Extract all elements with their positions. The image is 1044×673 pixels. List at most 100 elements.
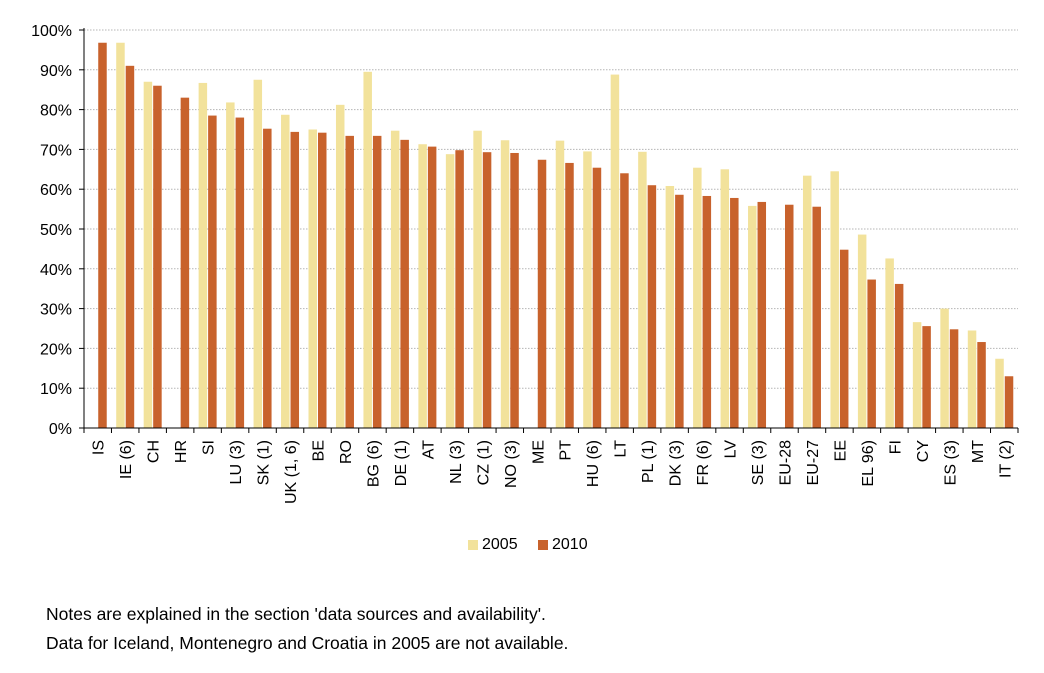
x-tick-label: RO <box>338 440 355 464</box>
bar-2005 <box>363 71 372 428</box>
legend-item-2005: 2005 <box>468 536 518 554</box>
legend-item-2010: 2010 <box>538 536 588 554</box>
bar-2010 <box>922 326 931 428</box>
bar-2005 <box>857 234 867 428</box>
bar-2010 <box>290 131 300 428</box>
bar-2005 <box>473 130 482 428</box>
bar-2005 <box>198 82 208 429</box>
bar-2010 <box>785 204 794 428</box>
y-tick-label: 80% <box>40 103 72 120</box>
bar-2010 <box>702 195 712 428</box>
x-tick-label: PL (1) <box>640 440 657 483</box>
y-tick-label: 30% <box>40 302 72 319</box>
y-tick-label: 10% <box>40 381 72 398</box>
bar-2005 <box>610 74 620 429</box>
bar-2010 <box>620 173 629 428</box>
bar-2010 <box>180 97 190 428</box>
bar-2005 <box>912 322 922 428</box>
bar-2005 <box>281 114 290 429</box>
bar-2010 <box>839 249 849 428</box>
bar-2005 <box>335 104 345 428</box>
bar-2010 <box>345 135 354 429</box>
bar-2010 <box>675 194 684 428</box>
bar-2010 <box>153 85 162 428</box>
x-tick-label: FR (6) <box>695 440 712 485</box>
bar-2005 <box>748 205 757 428</box>
bar-2010 <box>482 152 492 428</box>
bar-2010 <box>730 197 739 428</box>
x-tick-label: DE (1) <box>393 440 410 486</box>
bar-2010 <box>812 206 821 428</box>
bar-2010 <box>98 42 107 429</box>
bar-2005 <box>418 144 427 428</box>
bar-2010 <box>1004 376 1014 428</box>
x-axis-ticks: IS IE (6) CH HR SI LU (3) SK (1) UK (1, 6) BE RO B… <box>83 428 1019 504</box>
bar-2005 <box>445 154 455 428</box>
x-tick-label: LT <box>613 440 630 458</box>
bar-2005 <box>638 151 647 428</box>
x-tick-label: IE (6) <box>118 440 135 479</box>
y-tick-label: 60% <box>40 182 72 199</box>
bar-2010 <box>757 201 767 428</box>
x-tick-label: CY <box>915 440 932 463</box>
bar-2010 <box>592 167 602 428</box>
bar-2010 <box>510 152 519 428</box>
bar-2005 <box>583 151 592 428</box>
x-tick-label: SK (1) <box>256 440 273 485</box>
y-tick-label: 70% <box>40 142 72 159</box>
notes: Notes are explained in the section 'data… <box>46 600 568 658</box>
bar-2005 <box>665 186 675 428</box>
bar-2010 <box>235 117 245 428</box>
bar-2005 <box>940 308 949 428</box>
bar-2010 <box>867 279 876 428</box>
bar-2010 <box>455 150 464 429</box>
x-tick-label: EU-27 <box>805 440 822 485</box>
x-tick-label: HU (6) <box>585 440 602 487</box>
y-tick-label: 40% <box>40 262 72 279</box>
bar-2005 <box>226 102 235 428</box>
x-tick-label: DK (3) <box>668 440 685 486</box>
bar-2005 <box>390 130 400 428</box>
x-tick-label: EL 96) <box>860 440 877 487</box>
y-axis-ticks: 0% 10% 20% 30% 40% 50% 60% 70% 80% 90% 100% <box>31 23 84 438</box>
x-tick-label: UK (1, 6) <box>283 440 300 504</box>
bar-2010 <box>318 132 327 428</box>
bar-2005 <box>308 129 317 428</box>
note-line-1: Notes are explained in the section 'data… <box>46 604 546 624</box>
bar-2005 <box>253 79 263 428</box>
x-tick-label: LV <box>723 440 740 459</box>
bar-2010 <box>537 159 547 429</box>
bar-2005 <box>555 140 565 429</box>
x-tick-label: NO (3) <box>503 440 520 488</box>
y-tick-label: 50% <box>40 222 72 239</box>
x-tick-label: CZ (1) <box>475 440 492 485</box>
x-tick-label: ES (3) <box>942 440 959 485</box>
bar-2005 <box>967 330 977 428</box>
gridlines <box>84 29 1018 389</box>
x-tick-label: EE <box>832 440 849 461</box>
x-tick-label: MT <box>970 440 987 463</box>
x-tick-label: BG (6) <box>365 440 382 487</box>
bar-2010 <box>565 162 574 428</box>
y-tick-label: 20% <box>40 341 72 358</box>
bar-2005 <box>802 175 812 428</box>
legend: 2005 2010 <box>0 536 1044 562</box>
bar-2010 <box>977 342 986 428</box>
y-tick-label: 100% <box>31 23 72 40</box>
bar-2010 <box>427 146 437 428</box>
bar-2010 <box>949 329 959 428</box>
axes <box>83 28 1018 429</box>
bar-2005 <box>885 258 894 428</box>
bar-2010 <box>263 128 272 429</box>
bar-2010 <box>400 139 409 428</box>
x-tick-label: AT <box>420 440 437 459</box>
x-tick-label: ME <box>530 440 547 464</box>
x-tick-label: BE <box>311 440 328 461</box>
bars <box>98 42 1014 429</box>
bar-2005 <box>143 81 153 429</box>
bar-2010 <box>647 185 657 428</box>
bar-2010 <box>894 283 904 428</box>
x-tick-label: PT <box>558 440 575 461</box>
x-tick-label: CH <box>146 440 163 463</box>
bar-2005 <box>693 167 702 428</box>
